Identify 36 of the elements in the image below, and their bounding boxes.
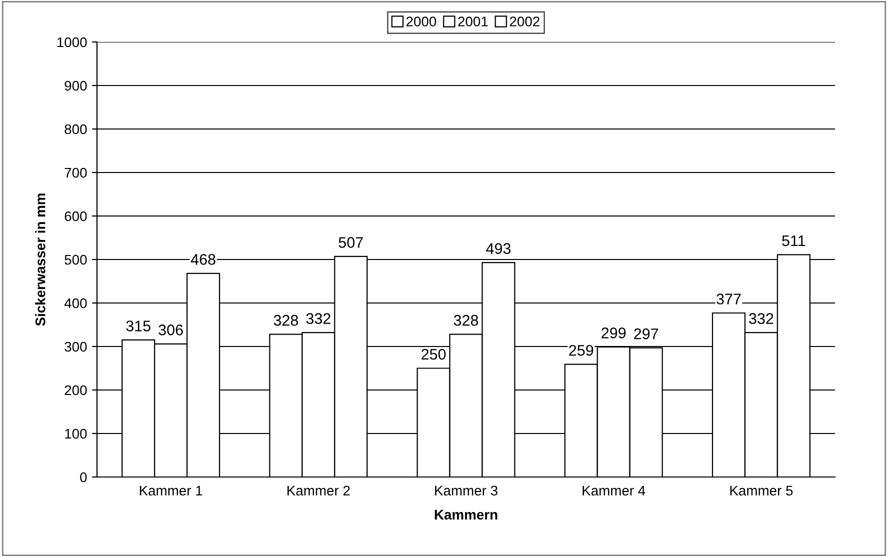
y-tick-label: 500	[64, 254, 87, 265]
y-tick-label: 800	[64, 124, 87, 134]
x-axis-title: Kammern	[434, 510, 498, 520]
data-label: 315	[126, 320, 150, 332]
data-label: 328	[274, 314, 298, 326]
data-label: 332	[749, 313, 774, 324]
y-axis-title: Sickerwasser in mm	[35, 194, 46, 326]
data-label: 493	[486, 243, 511, 254]
data-label: 297	[634, 328, 658, 340]
x-tick-label: Kammer 3	[435, 486, 498, 496]
data-label: 511	[782, 235, 806, 246]
legend-label: 2000	[406, 16, 436, 26]
data-label: 377	[716, 294, 741, 304]
data-label: 468	[190, 254, 216, 265]
y-tick-label: 700	[64, 168, 87, 178]
y-tick-label: 600	[64, 211, 87, 222]
y-tick-label: 200	[64, 385, 87, 396]
y-tick-label: 0	[80, 472, 87, 482]
data-label: 250	[422, 348, 446, 360]
legend-label: 2001	[458, 16, 488, 26]
data-label: 328	[454, 314, 478, 326]
y-tick-label: 300	[64, 342, 87, 352]
x-tick-label: Kammer 5	[730, 486, 793, 496]
y-tick-label: 1000	[57, 37, 87, 48]
y-tick-label: 100	[65, 428, 87, 439]
data-label: 299	[602, 328, 626, 338]
y-tick-label: 400	[64, 298, 87, 308]
data-label: 306	[158, 324, 183, 336]
data-label: 259	[569, 344, 594, 356]
data-label: 507	[338, 237, 363, 248]
x-tick-label: Kammer 1	[140, 486, 202, 496]
x-tick-label: Kammer 4	[582, 486, 646, 496]
y-tick-label: 900	[64, 80, 87, 91]
legend-label: 2002	[510, 16, 540, 26]
x-tick-label: Kammer 2	[288, 486, 350, 496]
data-label: 332	[306, 313, 330, 324]
